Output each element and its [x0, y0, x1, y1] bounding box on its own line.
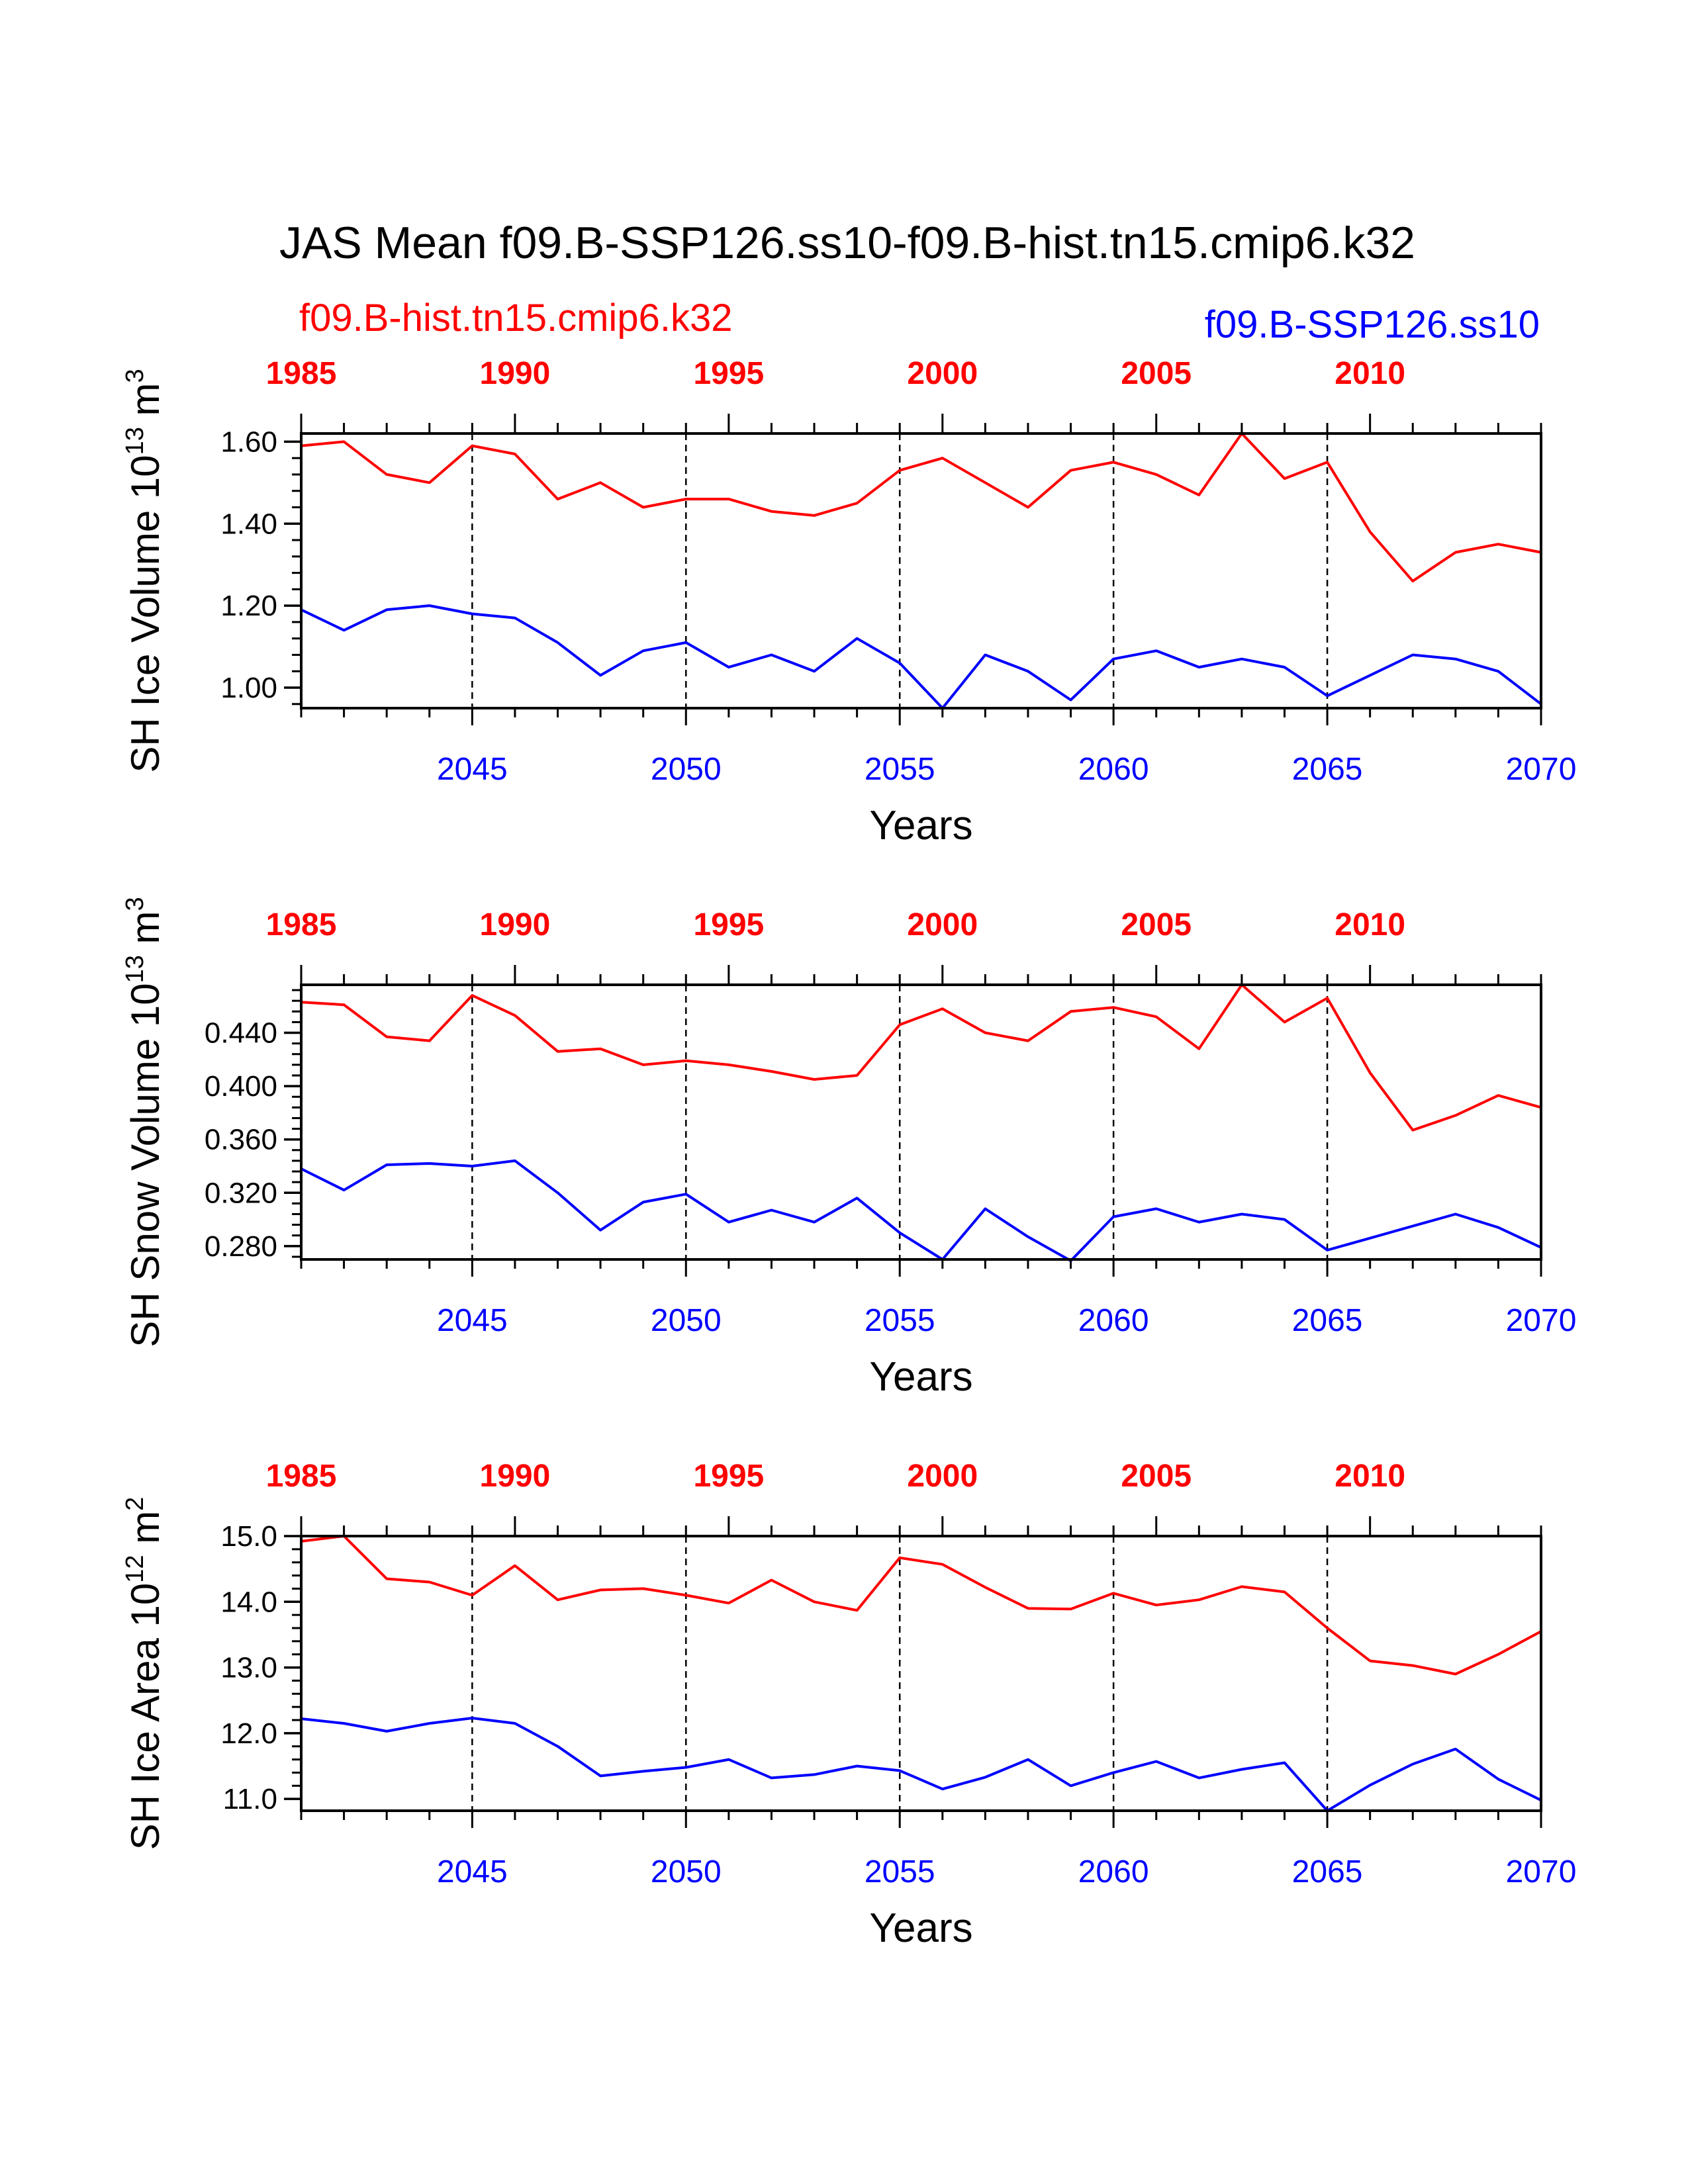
x-axis-label: Years — [869, 1905, 972, 1951]
x-bottom-tick-label: 2070 — [1506, 752, 1577, 787]
y-tick-label: 0.360 — [205, 1124, 277, 1156]
x-bottom-tick-label: 2070 — [1506, 1303, 1577, 1338]
y-axis-label: SH Ice Volume 1013 m3 — [121, 369, 167, 772]
y-tick-label: 0.320 — [205, 1177, 277, 1209]
y-tick-label: 11.0 — [223, 1783, 277, 1815]
x-bottom-tick-label: 2060 — [1078, 1303, 1149, 1338]
y-tick-label: 0.400 — [205, 1070, 277, 1103]
x-bottom-tick-label: 2065 — [1292, 1854, 1363, 1889]
legend-ssp-label: f09.B-SSP126.ss10 — [1205, 303, 1540, 346]
x-bottom-tick-label: 2050 — [651, 1303, 722, 1338]
y-tick-label: 1.40 — [220, 508, 277, 540]
y-tick-label: 1.20 — [220, 590, 277, 622]
x-top-tick-label: 1985 — [266, 907, 337, 942]
x-bottom-tick-label: 2045 — [437, 752, 508, 787]
y-tick-label: 15.0 — [220, 1520, 277, 1553]
x-top-tick-label: 1990 — [480, 356, 551, 391]
x-top-tick-label: 1990 — [480, 907, 551, 942]
x-bottom-tick-label: 2045 — [437, 1854, 508, 1889]
x-top-tick-label: 2000 — [907, 1459, 978, 1494]
hist-series-line — [301, 432, 1542, 582]
x-bottom-tick-label: 2070 — [1506, 1854, 1577, 1889]
x-bottom-tick-label: 2060 — [1078, 1854, 1149, 1889]
x-top-tick-label: 1995 — [693, 1459, 764, 1494]
y-tick-label: 0.440 — [205, 1017, 277, 1050]
ssp-series-line — [301, 604, 1542, 709]
x-bottom-tick-label: 2050 — [651, 752, 722, 787]
x-top-tick-label: 2005 — [1121, 356, 1192, 391]
x-axis-label: Years — [869, 803, 972, 848]
x-bottom-tick-label: 2060 — [1078, 752, 1149, 787]
y-tick-label: 12.0 — [220, 1717, 277, 1750]
x-top-tick-label: 1995 — [693, 907, 764, 942]
snow-volume-panel: 0.280 0.320 0.360 0.400 0.440 2045 2050 2055 206… — [121, 897, 1576, 1400]
plot-frame — [300, 983, 1542, 1261]
hist-series-line — [301, 983, 1542, 1132]
ice-volume-panel: 1.00 1.20 1.40 1.60 2045 2050 2055 2060 2065 2070… — [121, 356, 1576, 848]
x-top-tick-label: 1995 — [693, 356, 764, 391]
x-bottom-tick-label: 2065 — [1292, 1303, 1363, 1338]
x-top-tick-label: 2010 — [1335, 356, 1405, 391]
x-bottom-tick-label: 2065 — [1292, 752, 1363, 787]
x-top-tick-label: 2010 — [1335, 907, 1405, 942]
plot-frame — [300, 1535, 1542, 1812]
y-tick-label: 0.280 — [205, 1230, 277, 1263]
y-tick-label: 14.0 — [220, 1586, 277, 1618]
ssp-series-line — [301, 1717, 1542, 1812]
x-bottom-tick-label: 2055 — [865, 1854, 935, 1889]
x-top-tick-label: 1985 — [266, 356, 337, 391]
legend-hist-label: f09.B-hist.tn15.cmip6.k32 — [299, 296, 732, 340]
x-bottom-tick-label: 2050 — [651, 1854, 722, 1889]
x-top-tick-label: 2005 — [1121, 907, 1192, 942]
y-tick-label: 1.60 — [220, 426, 277, 458]
chart-title: JAS Mean f09.B-SSP126.ss10-f09.B-hist.tn… — [279, 218, 1415, 268]
ssp-series-line — [301, 1159, 1542, 1262]
x-bottom-tick-label: 2055 — [865, 1303, 935, 1338]
x-top-tick-label: 2000 — [907, 907, 978, 942]
plot-frame — [300, 432, 1542, 709]
y-tick-label: 1.00 — [220, 672, 277, 704]
x-top-tick-label: 2000 — [907, 356, 978, 391]
ice-area-panel: 11.0 12.0 13.0 14.0 15.0 2045 2050 2055 2060 2065… — [121, 1459, 1576, 1951]
hist-series-line — [301, 1535, 1542, 1676]
y-axis-label: SH Snow Volume 1013 m3 — [121, 897, 167, 1347]
x-bottom-tick-label: 2045 — [437, 1303, 508, 1338]
y-axis-label: SH Ice Area 1012 m2 — [121, 1497, 167, 1850]
x-bottom-tick-label: 2055 — [865, 752, 935, 787]
x-top-tick-label: 1990 — [480, 1459, 551, 1494]
x-top-tick-label: 1985 — [266, 1459, 337, 1494]
y-tick-label: 13.0 — [220, 1652, 277, 1684]
x-top-tick-label: 2010 — [1335, 1459, 1405, 1494]
x-axis-label: Years — [869, 1354, 972, 1400]
x-top-tick-label: 2005 — [1121, 1459, 1192, 1494]
